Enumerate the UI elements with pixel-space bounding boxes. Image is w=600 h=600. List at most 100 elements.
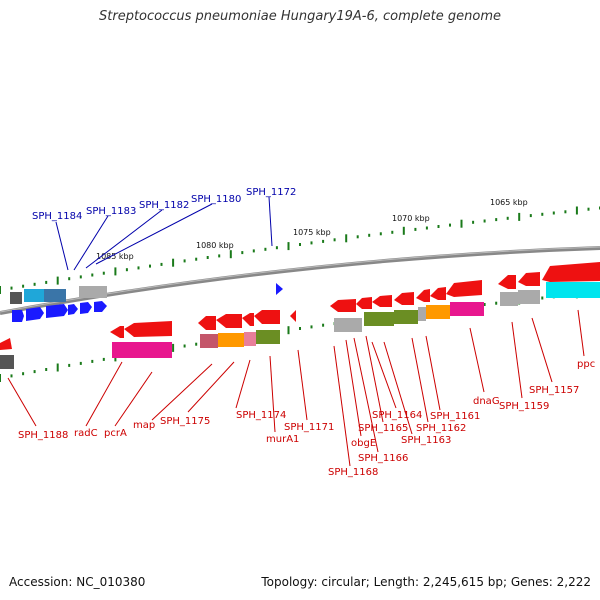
- reverse-gene[interactable]: [290, 310, 296, 322]
- gene-label-top[interactable]: SPH_1183: [86, 206, 136, 217]
- category-box: [79, 286, 107, 298]
- scale-tick-minor: [33, 282, 36, 286]
- scale-tick-minor: [322, 323, 325, 327]
- category-box: [0, 355, 14, 369]
- scale-tick-major: [402, 226, 405, 235]
- scale-tick-minor: [529, 214, 532, 218]
- gene-label-bottom[interactable]: SPH_1162: [416, 423, 466, 434]
- gene-label-top[interactable]: SPH_1184: [32, 211, 82, 222]
- reverse-gene[interactable]: [372, 295, 392, 307]
- reverse-gene[interactable]: [0, 338, 12, 350]
- reverse-gene[interactable]: [446, 280, 482, 297]
- gene-label-bottom[interactable]: SPH_1174: [236, 410, 286, 421]
- gene-label-bottom[interactable]: SPH_1157: [529, 385, 579, 396]
- scale-tick-minor: [437, 225, 440, 228]
- scale-tick-minor: [241, 251, 244, 255]
- forward-gene[interactable]: [80, 302, 92, 314]
- scale-tick-minor: [149, 264, 151, 268]
- gene-label-bottom[interactable]: SPH_1165: [358, 423, 408, 434]
- reverse-gene[interactable]: [124, 321, 172, 337]
- reverse-gene[interactable]: [416, 289, 430, 302]
- gene-label-bottom[interactable]: pcrA: [104, 428, 127, 439]
- scale-tick-minor: [449, 223, 451, 227]
- scale-tick-minor: [79, 275, 82, 279]
- top-leader-lines: [55, 196, 273, 271]
- forward-gene[interactable]: [12, 310, 24, 322]
- reverse-gene[interactable]: [356, 297, 372, 309]
- scale-tick-minor: [10, 286, 13, 290]
- scale-tick-minor: [68, 277, 71, 281]
- accession-label: Accession: NC_010380: [9, 575, 146, 589]
- reverse-gene[interactable]: [518, 272, 540, 286]
- scale-tick-minor: [564, 210, 567, 214]
- reverse-gene[interactable]: [430, 287, 446, 300]
- scale-tick-minor: [587, 207, 590, 211]
- gene-label-bottom[interactable]: SPH_1164: [372, 410, 422, 421]
- outer-scale-ticks: [0, 206, 600, 294]
- forward-gene[interactable]: [276, 283, 283, 295]
- reverse-gene[interactable]: [110, 326, 124, 338]
- scale-tick-minor: [299, 243, 301, 246]
- scale-tick-minor: [472, 220, 475, 224]
- gene-label-bottom[interactable]: ppc: [577, 359, 595, 370]
- gene-label-bottom[interactable]: SPH_1188: [18, 430, 68, 441]
- gene-label-top[interactable]: SPH_1180: [191, 194, 241, 205]
- reverse-gene[interactable]: [498, 275, 516, 289]
- gene-label-top[interactable]: SPH_1182: [139, 200, 189, 211]
- category-box: [244, 332, 256, 346]
- scale-tick-minor: [22, 284, 25, 288]
- gene-label-bottom[interactable]: obgE: [351, 438, 376, 449]
- reverse-gene[interactable]: [198, 316, 216, 330]
- reverse-gene[interactable]: [242, 313, 254, 326]
- forward-category-boxes: [10, 286, 107, 304]
- scale-tick-minor: [495, 218, 498, 222]
- gene-label-bottom[interactable]: SPH_1166: [358, 453, 408, 464]
- forward-gene[interactable]: [94, 301, 107, 312]
- scale-tick-major: [345, 234, 348, 243]
- gene-label-bottom[interactable]: map: [133, 420, 155, 431]
- bottom-leader-lines: [7, 309, 585, 467]
- scale-tick-minor: [425, 226, 428, 230]
- scale-tick-minor: [541, 212, 544, 216]
- scale-tick-major: [56, 363, 59, 372]
- gene-label-bottom[interactable]: SPH_1175: [160, 416, 210, 427]
- scale-tick-minor: [102, 357, 105, 361]
- scale-tick-minor: [125, 268, 128, 272]
- scale-tick-minor: [483, 303, 486, 306]
- scale-tick-minor: [10, 374, 13, 378]
- scale-tick-minor: [356, 235, 359, 239]
- gene-label-bottom[interactable]: SPH_1168: [328, 467, 378, 478]
- scale-tick-minor: [68, 363, 71, 367]
- scale-tick-minor: [102, 271, 105, 275]
- scale-tick-major: [575, 206, 578, 215]
- gene-label-bottom[interactable]: SPH_1171: [284, 422, 334, 433]
- reverse-gene[interactable]: [542, 262, 600, 282]
- scale-tick-major: [56, 276, 59, 285]
- gene-label-bottom[interactable]: SPH_1159: [499, 401, 549, 412]
- forward-gene[interactable]: [26, 307, 44, 321]
- scale-tick-major: [518, 212, 521, 221]
- scale-label: 1070 kbp: [392, 214, 430, 223]
- gene-label-bottom[interactable]: radC: [74, 428, 98, 439]
- reverse-gene[interactable]: [216, 314, 242, 328]
- gene-label-bottom[interactable]: SPH_1161: [430, 411, 480, 422]
- gene-label-bottom[interactable]: murA1: [266, 434, 299, 445]
- category-box: [112, 342, 172, 358]
- scale-tick-minor: [275, 246, 278, 250]
- category-box: [450, 302, 484, 316]
- forward-genes: [12, 283, 283, 322]
- reverse-gene[interactable]: [394, 292, 414, 305]
- category-box: [256, 330, 280, 344]
- scale-tick-minor: [299, 327, 301, 330]
- forward-gene[interactable]: [68, 304, 78, 315]
- reverse-gene[interactable]: [330, 299, 356, 312]
- scale-tick-minor: [379, 232, 382, 236]
- forward-gene[interactable]: [46, 304, 68, 318]
- scale-tick-major: [287, 326, 290, 335]
- reverse-gene[interactable]: [254, 310, 280, 324]
- gene-label-bottom[interactable]: dnaG: [473, 396, 500, 407]
- scale-tick-minor: [252, 249, 255, 253]
- gene-label-top[interactable]: SPH_1172: [246, 187, 296, 198]
- gene-label-bottom[interactable]: SPH_1163: [401, 435, 451, 446]
